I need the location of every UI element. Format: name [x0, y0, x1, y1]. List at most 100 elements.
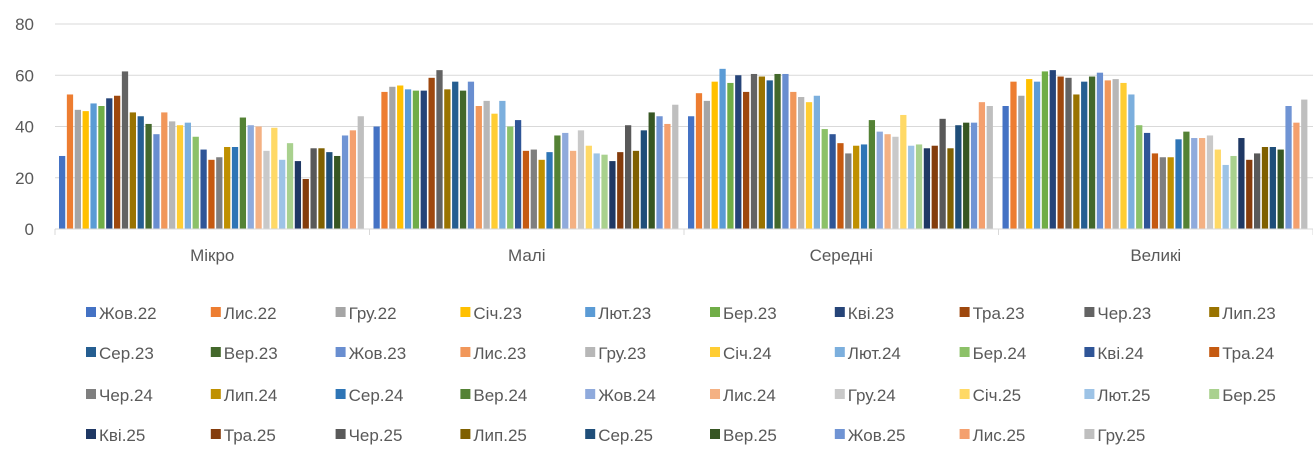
y-tick-label: 80: [15, 15, 34, 34]
category-label: Великі: [1130, 246, 1181, 265]
legend-label: Вер.24: [473, 386, 527, 405]
bar: [798, 97, 805, 229]
bar: [326, 152, 333, 230]
legend-swatch: [710, 389, 720, 399]
bar: [247, 125, 254, 229]
legend-swatch: [210, 347, 221, 357]
bar: [82, 111, 89, 229]
legend-item: Гру.24: [834, 386, 896, 405]
bar: [176, 125, 184, 229]
legend-item: Чер.23: [1084, 304, 1151, 323]
bar: [1151, 153, 1159, 229]
bar: [294, 161, 302, 229]
bar: [853, 145, 860, 229]
bar: [640, 130, 647, 229]
legend-label: Кві.24: [1097, 344, 1143, 363]
bar: [90, 103, 97, 229]
bar: [1159, 157, 1166, 229]
y-tick-label: 20: [15, 169, 34, 188]
legend-item: Тра.24: [1209, 344, 1274, 363]
legend-swatch: [1084, 429, 1095, 439]
bar: [1057, 76, 1064, 229]
legend-item: Січ.24: [710, 344, 772, 363]
x-axis: Мікро Малі Середні Великі: [54, 228, 1313, 265]
bar: [908, 145, 915, 229]
gridlines: [55, 23, 1313, 179]
bar: [137, 116, 144, 229]
legend-item: Жов.23: [335, 344, 406, 363]
legend-label: Сер.24: [349, 386, 404, 405]
legend-item: Вер.23: [210, 344, 278, 363]
bar: [428, 77, 435, 229]
bar: [1175, 139, 1182, 229]
legend-label: Лис.23: [473, 344, 526, 363]
bar: [955, 125, 962, 229]
legend-label: Бер.25: [1222, 386, 1276, 405]
legend-swatch: [585, 429, 596, 439]
bar: [1183, 131, 1190, 230]
bar: [609, 161, 616, 229]
bar: [1238, 138, 1245, 229]
legend-swatch: [585, 389, 596, 399]
bar: [420, 90, 427, 230]
legend-label: Лис.25: [973, 426, 1026, 445]
legend-label: Лют.25: [1097, 386, 1150, 405]
bar: [231, 147, 239, 229]
legend-label: Сер.25: [598, 426, 653, 445]
bar: [475, 106, 482, 229]
legend-swatch: [959, 429, 970, 439]
bar: [900, 114, 907, 229]
bar: [459, 90, 467, 230]
legend-item: Жов.22: [86, 304, 157, 323]
legend-item: Лис.22: [210, 304, 277, 323]
bar: [1293, 122, 1300, 229]
legend-item: Жов.25: [834, 426, 905, 445]
legend-label: Жов.24: [598, 386, 656, 405]
legend-swatch: [710, 429, 720, 439]
bar: [1112, 79, 1119, 229]
bar: [1073, 94, 1080, 229]
bar: [1033, 81, 1041, 229]
bar: [703, 100, 710, 230]
legend-item: Лип.25: [460, 426, 527, 445]
legend-swatch: [834, 347, 845, 357]
legend-swatch: [86, 389, 96, 399]
bar: [727, 82, 734, 229]
legend-label: Лют.23: [598, 304, 651, 323]
bar: [923, 148, 931, 229]
bar: [695, 93, 703, 229]
legend-swatch: [210, 389, 221, 399]
bar: [593, 153, 600, 229]
legend-item: Бер.23: [710, 304, 777, 323]
bar: [412, 90, 420, 230]
bar: [711, 81, 718, 229]
bar: [1230, 155, 1237, 229]
legend-swatch: [1209, 389, 1220, 399]
bar: [1206, 135, 1214, 229]
legend-item: Лют.25: [1084, 386, 1150, 405]
legend-label: Січ.23: [473, 304, 522, 323]
bar: [1261, 147, 1269, 229]
legend-item: Тра.25: [210, 426, 276, 445]
bar: [1143, 132, 1151, 229]
legend-label: Чер.24: [99, 386, 153, 405]
bar: [161, 112, 168, 229]
legend-item: Бер.25: [1209, 386, 1276, 405]
bar: [1222, 164, 1229, 229]
bar: [931, 145, 938, 229]
bar: [790, 91, 797, 229]
legend-item: Січ.25: [959, 386, 1021, 405]
legend-label: Кві.25: [99, 426, 145, 445]
bar: [318, 148, 325, 229]
legend-label: Гру.22: [349, 304, 397, 323]
bar: [1269, 147, 1276, 229]
legend-item: Лис.23: [460, 344, 526, 363]
bar: [1253, 153, 1261, 229]
bar: [845, 153, 852, 229]
legend-item: Лип.24: [210, 386, 277, 405]
legend-item: Лип.23: [1209, 304, 1276, 323]
bar: [1191, 138, 1198, 229]
bar: [263, 150, 270, 229]
bar: [1301, 99, 1308, 229]
y-tick-label: 40: [15, 118, 34, 137]
